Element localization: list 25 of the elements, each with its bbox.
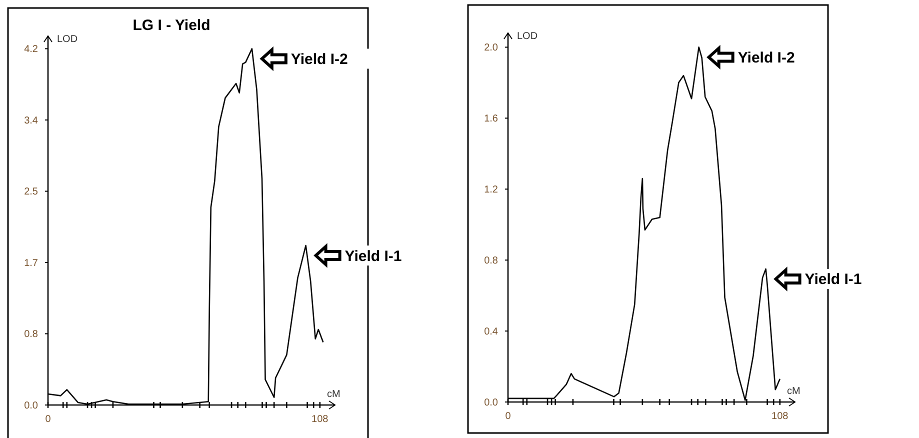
x-axis-title: cM — [787, 386, 800, 397]
y-tick-label: 1.6 — [484, 114, 498, 125]
y-tick-label: 2.0 — [484, 42, 498, 54]
y-tick-label: 4.2 — [24, 44, 38, 56]
x-tick-label: 108 — [772, 411, 789, 422]
y-tick-label: 0.4 — [484, 326, 498, 338]
annotation: Yield I-1 — [804, 271, 862, 288]
y-axis-title: LOD — [517, 31, 538, 42]
y-tick-label: 3.4 — [24, 115, 38, 126]
annotation: Yield I-2 — [738, 49, 795, 66]
y-tick-label: 1.7 — [24, 258, 38, 269]
annotation: Yield I-2 — [290, 50, 348, 68]
y-tick-label: 2.5 — [24, 186, 38, 198]
y-tick-label: 1.2 — [484, 184, 498, 196]
x-tick-label: 108 — [312, 414, 329, 425]
y-axis-title: LOD — [57, 34, 78, 45]
x-tick-label: 0 — [505, 411, 512, 422]
annotation: Yield I-1 — [344, 248, 402, 265]
x-axis-title: cM — [327, 389, 340, 400]
x-tick-label: 0 — [45, 414, 52, 425]
y-tick-label: 0.0 — [484, 398, 498, 408]
y-tick-label: 0.0 — [24, 400, 38, 412]
y-tick-label: 0.8 — [484, 256, 498, 267]
chart-title: LG I - Yield — [132, 17, 210, 34]
y-tick-label: 0.8 — [24, 329, 38, 340]
